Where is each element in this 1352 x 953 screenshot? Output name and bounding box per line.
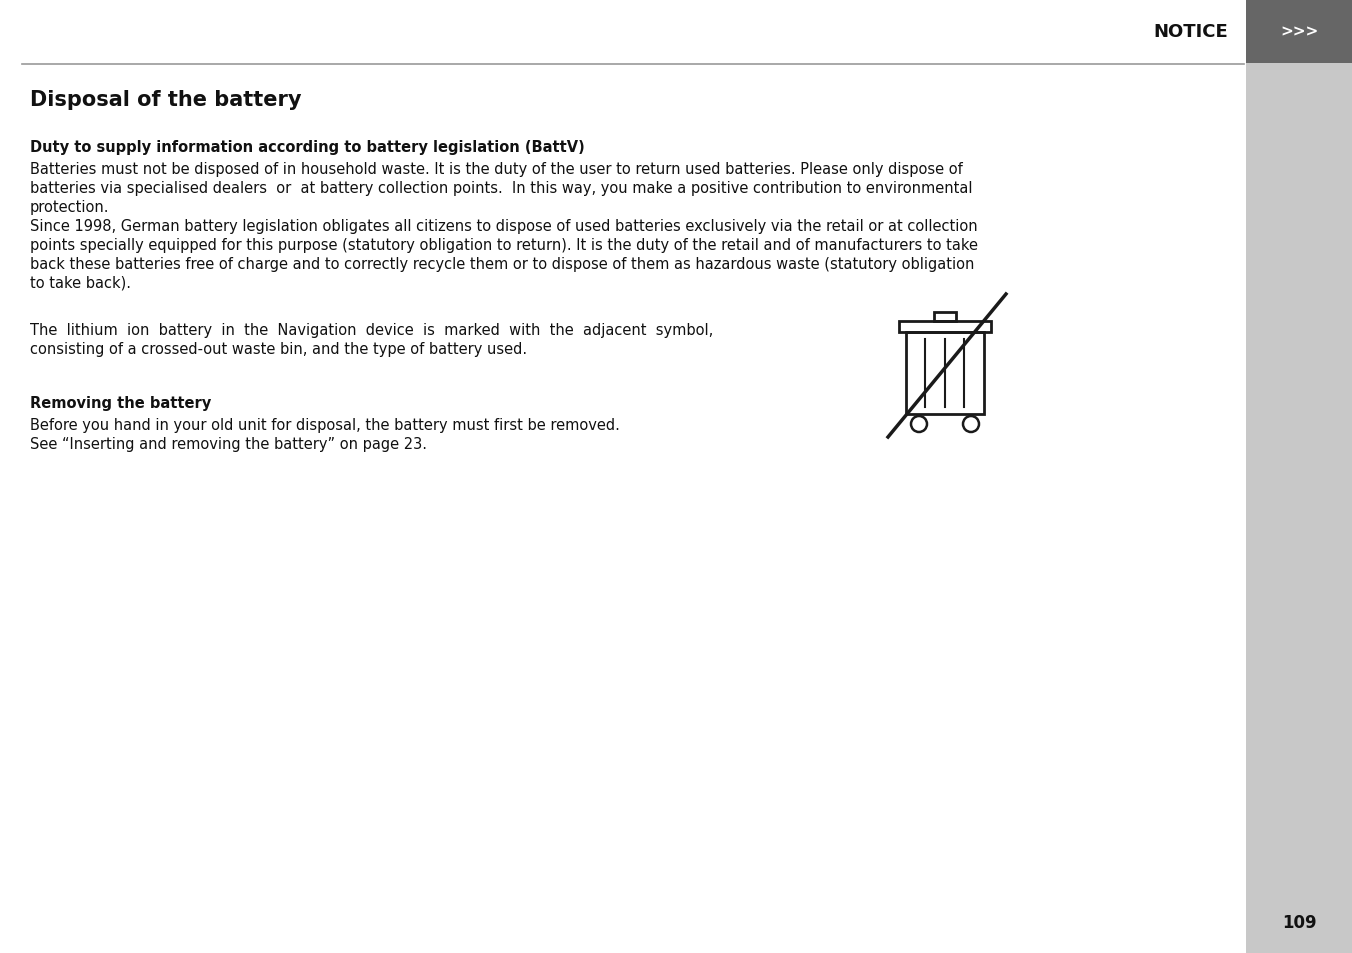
Text: Before you hand in your old unit for disposal, the battery must first be removed: Before you hand in your old unit for dis… <box>30 417 619 433</box>
Text: Duty to supply information according to battery legislation (BattV): Duty to supply information according to … <box>30 140 585 154</box>
Text: consisting of a crossed-out waste bin, and the type of battery used.: consisting of a crossed-out waste bin, a… <box>30 341 527 356</box>
Bar <box>899 322 991 333</box>
Text: See “Inserting and removing the battery” on page 23.: See “Inserting and removing the battery”… <box>30 436 427 452</box>
Text: back these batteries free of charge and to correctly recycle them or to dispose : back these batteries free of charge and … <box>30 256 975 272</box>
Text: NOTICE: NOTICE <box>1153 23 1228 41</box>
Text: to take back).: to take back). <box>30 275 131 291</box>
Bar <box>1247 0 1352 64</box>
Text: points specially equipped for this purpose (statutory obligation to return). It : points specially equipped for this purpo… <box>30 237 977 253</box>
Text: >>>: >>> <box>1280 25 1318 39</box>
Bar <box>906 333 984 415</box>
Bar <box>934 313 956 322</box>
Text: The  lithium  ion  battery  in  the  Navigation  device  is  marked  with  the  : The lithium ion battery in the Navigatio… <box>30 323 714 337</box>
Text: Removing the battery: Removing the battery <box>30 395 211 411</box>
Text: protection.: protection. <box>30 200 110 214</box>
Bar <box>1247 0 1352 953</box>
Text: batteries via specialised dealers  or  at battery collection points.  In this wa: batteries via specialised dealers or at … <box>30 181 972 195</box>
Text: Batteries must not be disposed of in household waste. It is the duty of the user: Batteries must not be disposed of in hou… <box>30 162 963 177</box>
Text: Disposal of the battery: Disposal of the battery <box>30 90 301 110</box>
Text: Since 1998, German battery legislation obligates all citizens to dispose of used: Since 1998, German battery legislation o… <box>30 219 977 233</box>
Text: 109: 109 <box>1282 913 1317 931</box>
